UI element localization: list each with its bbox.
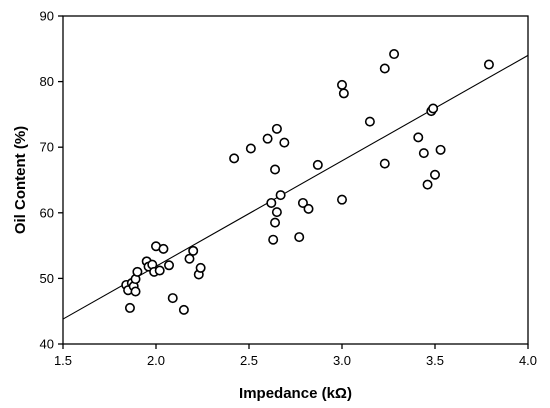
data-point: [188, 245, 199, 256]
plot-frame: [62, 15, 529, 345]
data-point: [268, 234, 279, 245]
data-point: [338, 88, 349, 99]
data-point: [422, 179, 433, 190]
data-point: [279, 137, 290, 148]
x-axis: 1.5 2.0 2.5 3.0 3.5 4.0: [54, 344, 537, 368]
data-point: [262, 133, 273, 144]
data-point: [364, 116, 375, 127]
x-tick-label: 1.5: [54, 353, 72, 368]
data-point: [195, 262, 206, 273]
data-point: [336, 194, 347, 205]
data-point: [130, 286, 141, 297]
x-tick-label: 2.0: [147, 353, 165, 368]
data-point: [429, 169, 440, 180]
data-point: [167, 293, 178, 304]
data-point: [245, 143, 256, 154]
data-point: [154, 265, 165, 276]
data-point: [428, 103, 439, 114]
data-point: [379, 63, 390, 74]
data-point: [312, 159, 323, 170]
data-point: [164, 260, 175, 271]
data-point: [124, 302, 135, 313]
data-point: [184, 253, 195, 264]
data-point: [271, 123, 282, 134]
data-point: [158, 243, 169, 254]
y-tick-label: 60: [40, 205, 54, 220]
y-tick-label: 40: [40, 337, 54, 352]
data-point: [132, 266, 143, 277]
data-point: [270, 217, 281, 228]
data-point: [303, 203, 314, 214]
x-tick-label: 4.0: [519, 353, 537, 368]
x-tick-label: 2.5: [240, 353, 258, 368]
y-tick-label: 90: [40, 9, 54, 24]
x-tick-label: 3.0: [333, 353, 351, 368]
data-point: [297, 197, 308, 208]
data-point: [413, 132, 424, 143]
data-point: [270, 164, 281, 175]
x-tick-label: 3.5: [426, 353, 444, 368]
y-axis: 40 50 60 70 80 90: [40, 9, 63, 352]
data-point: [379, 158, 390, 169]
y-tick-label: 80: [40, 74, 54, 89]
data-point: [275, 190, 286, 201]
data-point: [271, 207, 282, 218]
y-axis-title: Oil Content (%): [12, 126, 29, 234]
data-point: [389, 49, 400, 60]
y-tick-label: 70: [40, 140, 54, 155]
data-point: [336, 79, 347, 90]
data-point: [294, 232, 305, 243]
data-point: [418, 148, 429, 159]
data-point: [266, 197, 277, 208]
data-point: [178, 304, 189, 315]
data-points: [121, 49, 494, 315]
x-axis-title: Impedance (kΩ): [239, 385, 352, 402]
data-point: [435, 144, 446, 155]
y-tick-label: 50: [40, 271, 54, 286]
data-point: [483, 59, 494, 70]
data-point: [229, 153, 240, 164]
